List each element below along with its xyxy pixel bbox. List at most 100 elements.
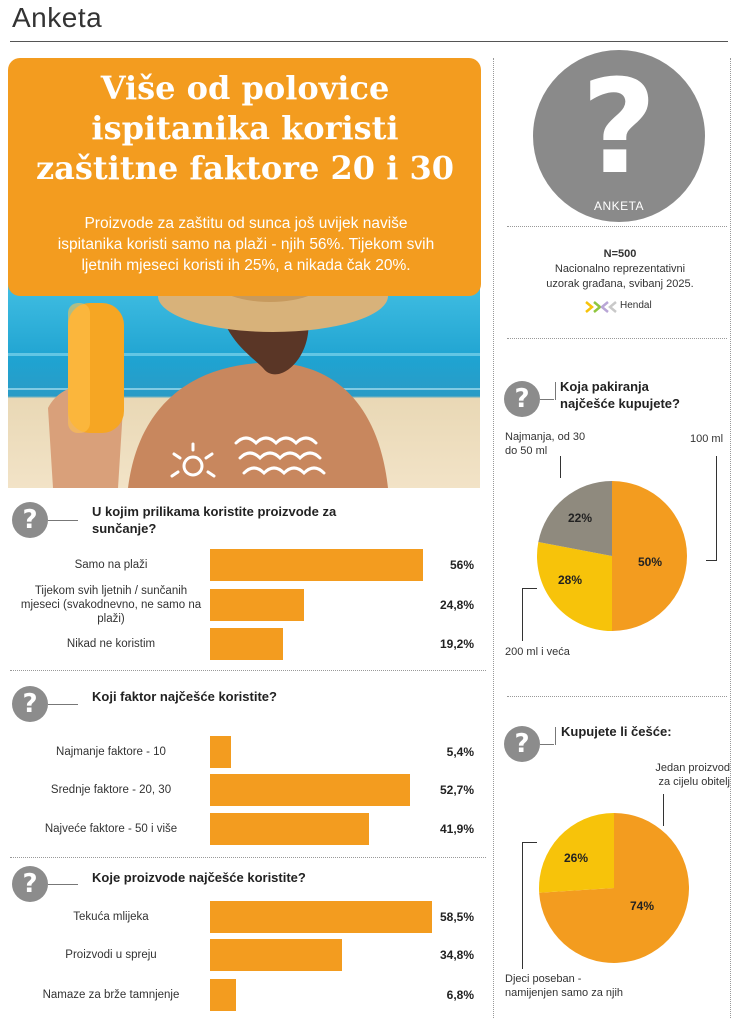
anketa-badge (533, 50, 705, 222)
question-icon: ? (12, 686, 48, 722)
question-title: Koji faktor najčešće koristite? (92, 688, 412, 705)
hero-headline-line: ispitanika koristi (91, 109, 399, 147)
hero-subtitle-line: Proizvode za zaštitu od sunca još uvijek… (84, 215, 408, 232)
hero-subtitle-line: ispitanika koristi samo na plaži - njih … (57, 236, 435, 253)
pie-slice (539, 813, 614, 893)
title-rule (10, 41, 728, 42)
pie-label-200ml: 200 ml i veća (505, 646, 570, 658)
bar-category-label: Nikad ne koristim (66, 638, 156, 650)
page-title: Anketa (12, 2, 103, 33)
pie-slice (537, 541, 612, 631)
section-divider (10, 670, 486, 671)
hero-photo (8, 258, 480, 488)
bar-category-label: Najmanje faktore - 10 (56, 746, 166, 758)
question-icon: ? (504, 726, 540, 762)
question-title-line: najčešće kupujete? (560, 396, 680, 411)
bar (210, 939, 342, 971)
source-name: Hendal (620, 300, 652, 311)
callout-line (706, 456, 717, 561)
section-divider (507, 696, 727, 697)
pie-label-100ml: 100 ml (690, 433, 724, 445)
pie-value-label: 22% (568, 511, 592, 525)
bar-value-label: 41,9% (439, 822, 474, 836)
column-divider (493, 58, 494, 1018)
hero-headline-line: zaštitne faktore 20 i 30 (35, 149, 455, 187)
bar-category-label: Tekuća mlijeka (73, 911, 149, 923)
bar-value-label: 58,5% (439, 910, 474, 924)
pie-label-family: Jedan proizvod za cijelu obitelj (630, 761, 730, 789)
bar (210, 901, 432, 933)
bar-category-label: Najveće faktore - 50 i više (44, 823, 178, 835)
question-connector (555, 727, 556, 745)
pie-label-line: namijenjen samo za njih (505, 987, 624, 999)
bar-category-label: Tijekom svih ljetnih / sunčanih mjeseci (… (20, 585, 202, 625)
bar (210, 979, 236, 1011)
section-divider (507, 226, 727, 227)
column-divider-right (730, 58, 731, 1018)
pie-value-label: 50% (638, 555, 662, 569)
bar (210, 774, 410, 806)
pie-label-line: Najmanja, od 30 (505, 431, 586, 443)
question-title-line: Koje proizvode najčešće koristite? (92, 870, 306, 885)
bar-value-label: 56% (449, 558, 474, 572)
pie-chart-purchase: 74% 26% (539, 813, 689, 963)
bar-category-label: Namaze za brže tamnjenje (42, 989, 180, 1001)
question-title-line: U kojim prilikama koristite proizvode za (92, 504, 337, 519)
question-title-line: sunčanje? (92, 521, 157, 536)
question-title: U kojim prilikama koristite proizvode za… (92, 503, 412, 537)
question-icon: ? (12, 866, 48, 902)
hero-headline: Više od polovice ispitanika koristi zašt… (20, 68, 470, 188)
pie-value-label: 28% (558, 573, 582, 587)
pie-value-label: 74% (630, 899, 654, 913)
sample-description-line: Nacionalno reprezentativni (554, 263, 686, 275)
question-title: Koje proizvode najčešće koristite? (92, 869, 412, 886)
pie-label-line: Djeci poseban - (505, 973, 582, 985)
pie-label-line: za cijelu obitelj (658, 776, 730, 788)
pie-label-small: Najmanja, od 30 do 50 ml (505, 430, 645, 458)
sample-description: Nacionalno reprezentativni uzorak građan… (510, 262, 730, 292)
pie-label-line: do 50 ml (505, 445, 548, 457)
pie-label-line: Jedan proizvod (655, 762, 730, 774)
anketa-badge-label: ANKETA (593, 199, 645, 213)
pie-chart-packaging: 50% 28% 22% (537, 481, 687, 631)
bar-value-label: 34,8% (439, 948, 474, 962)
bar-category-label: Srednje faktore - 20, 30 (50, 784, 172, 796)
question-icon: ? (504, 381, 540, 417)
bar (210, 628, 283, 660)
callout-line (560, 456, 562, 478)
hero-headline-line: Više od polovice (100, 69, 390, 107)
question-title-line: Kupujete li češće: (561, 724, 672, 739)
section-divider (10, 857, 486, 858)
question-connector (555, 382, 556, 400)
question-connector (48, 520, 78, 521)
hendal-logo-icon (585, 301, 617, 313)
bar (210, 589, 304, 621)
hero-card (8, 58, 481, 296)
bar-category-label: Proizvodi u spreju (65, 949, 157, 961)
question-connector (540, 744, 554, 745)
bar-value-label: 6,8% (446, 988, 474, 1002)
bar-value-label: 5,4% (446, 745, 474, 759)
bar-category-label: Samo na plaži (74, 559, 148, 571)
sample-description-line: uzorak građana, svibanj 2025. (546, 278, 694, 290)
question-icon: ? (12, 502, 48, 538)
callout-line (663, 794, 665, 826)
question-title-line: Koji faktor najčešće koristite? (92, 689, 277, 704)
callout-line (522, 842, 537, 969)
sample-size: N=500 (603, 248, 637, 260)
bar (210, 549, 423, 581)
question-connector (540, 399, 554, 400)
question-mark-icon: ? (581, 51, 657, 203)
bar-value-label: 19,2% (439, 637, 474, 651)
question-connector (48, 704, 78, 705)
question-connector (48, 884, 78, 885)
source-logo: Hendal (584, 299, 674, 315)
pie-slice (539, 813, 689, 963)
section-divider (507, 338, 727, 339)
bar (210, 736, 231, 768)
bar-value-label: 24,8% (439, 598, 474, 612)
bar-value-label: 52,7% (439, 783, 474, 797)
question-title-line: Koja pakiranja (560, 379, 649, 394)
question-title: Kupujete li češće: (561, 723, 731, 740)
pie-slice (538, 481, 612, 556)
